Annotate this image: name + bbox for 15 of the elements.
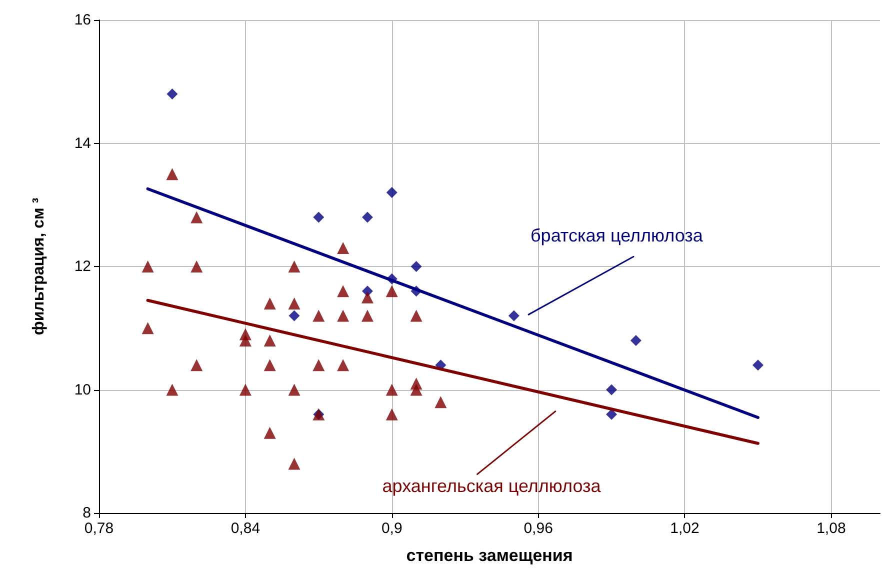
y-tick-label: 14 (74, 134, 91, 152)
x-tick-label: 0,78 (84, 520, 114, 537)
annotation: архангельская целлюлоза (382, 476, 602, 496)
y-tick-label: 10 (74, 381, 91, 398)
x-tick-label: 0,84 (230, 520, 260, 537)
x-tick-label: 1,08 (816, 520, 846, 537)
y-tick-label: 8 (82, 504, 91, 522)
y-axis-title: фильтрация, см ³ (30, 198, 48, 336)
annotation: братская целлюлоза (530, 226, 704, 246)
x-axis-title: степень замещения (406, 546, 573, 565)
x-tick-label: 0,96 (524, 520, 553, 537)
y-tick-label: 16 (74, 12, 91, 28)
x-tick-label: 1,02 (670, 520, 700, 537)
x-tick-label: 0,9 (381, 520, 402, 537)
y-tick-label: 12 (74, 258, 91, 275)
